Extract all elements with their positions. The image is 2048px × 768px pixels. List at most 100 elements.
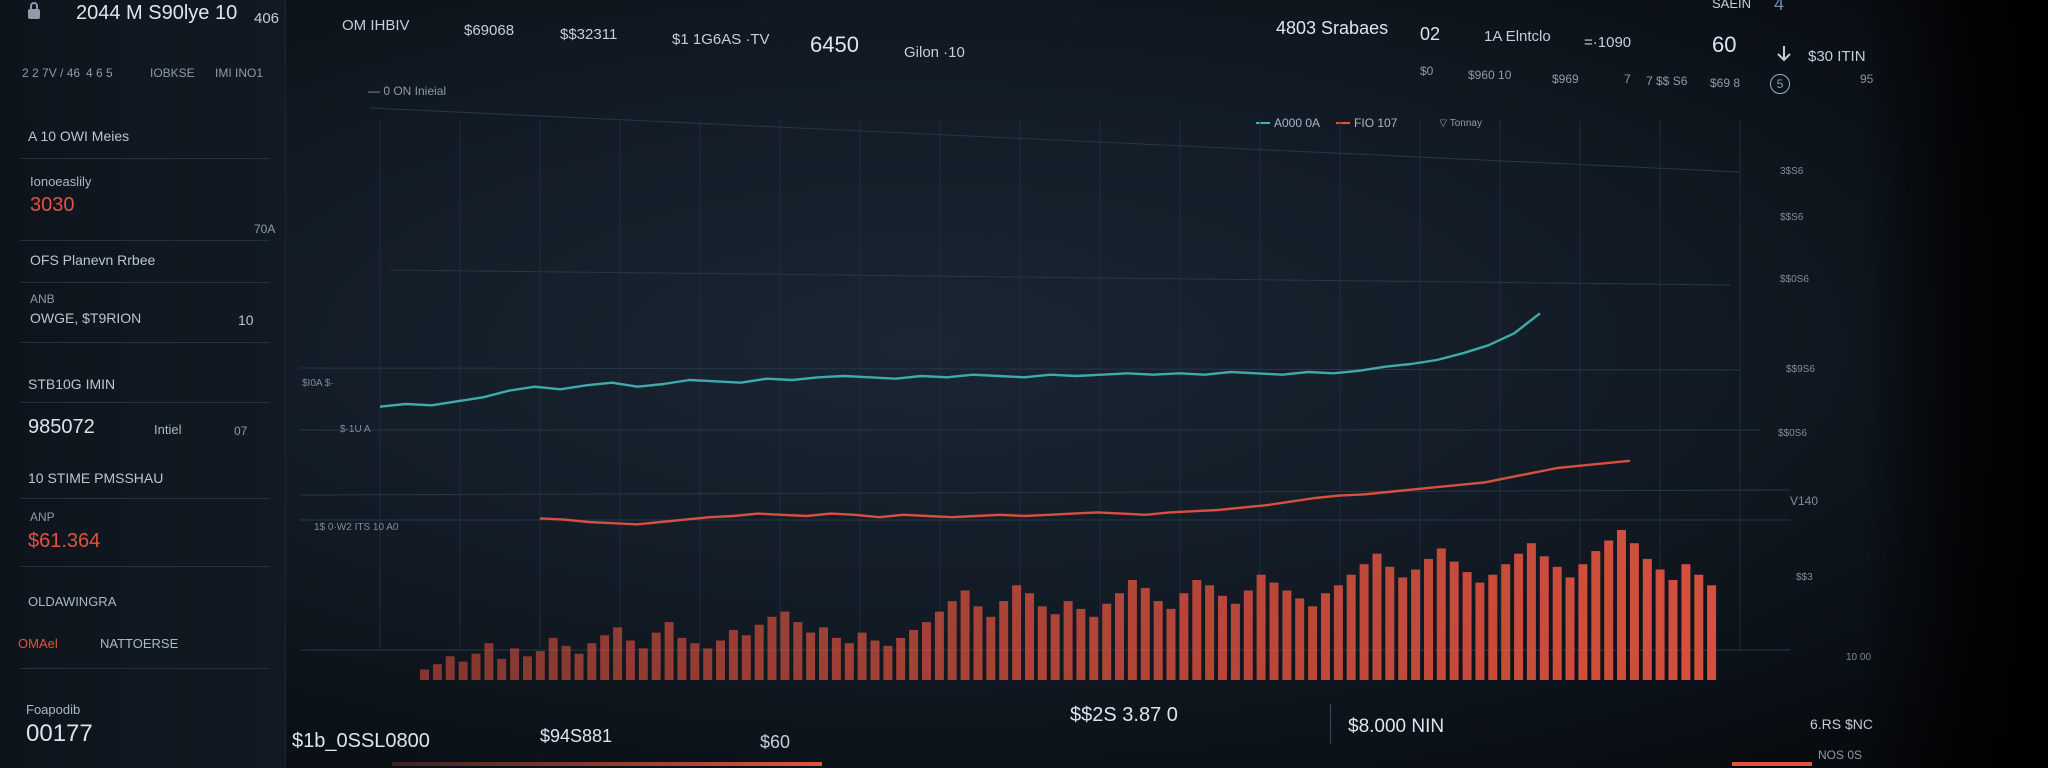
volume-bar (484, 643, 494, 680)
sub-item-3: $969 (1552, 72, 1579, 86)
volume-bar (471, 653, 481, 680)
volume-bar (831, 637, 841, 680)
price-lines (379, 312, 1631, 526)
volume-bar (1501, 564, 1511, 680)
header-item-3[interactable]: $$32311 (560, 26, 618, 43)
volume-bar (1063, 601, 1073, 680)
footer-item-3[interactable]: $60 (760, 732, 791, 752)
legend-item-3[interactable]: ▽ Tonnay (1439, 116, 1482, 130)
header-item-1[interactable]: OM IHBIV (342, 17, 410, 34)
sidebar-footer-label: Foapodib (26, 702, 81, 717)
sidebar-label-7: ANP (30, 510, 55, 524)
sidebar-label-6[interactable]: 10 STIME PMSSHAU (28, 470, 164, 486)
volume-bar (1591, 551, 1601, 680)
volume-bar (677, 637, 687, 680)
sidebar-value-3: OWGE, $T9RION (30, 310, 142, 326)
volume-bar (574, 653, 584, 680)
volume-bar (458, 661, 468, 680)
volume-bar (1655, 569, 1665, 680)
header-right-6[interactable]: $30 ITIN (1808, 48, 1866, 65)
volume-bar (1578, 564, 1588, 680)
volume-bar (690, 643, 700, 680)
header-right-3[interactable]: 1A Elntclo (1484, 28, 1551, 45)
sidebar-value-9: NATTOERSE (100, 636, 179, 651)
header-right-4[interactable]: =·1090 (1584, 34, 1632, 51)
volume-bar (947, 601, 957, 680)
volume-bar (1308, 606, 1318, 680)
footer-accent-bar (392, 762, 822, 766)
arrow-down-icon[interactable] (1776, 44, 1792, 64)
sidebar: 2 2 7V / 46 4 6 5 IOBKSE IMI INO1 A 10 O… (0, 0, 286, 768)
volume-bar (1025, 593, 1034, 680)
volume-bar (651, 632, 661, 680)
footer-item-5[interactable]: $8.000 NIN (1348, 716, 1445, 737)
volume-bar (1333, 585, 1343, 680)
header-item-4[interactable]: $1 1G6AS ·TV (672, 31, 770, 48)
volume-bar (1604, 540, 1614, 680)
volume-bar (1668, 580, 1678, 680)
header-right-1[interactable]: 4803 Srabaes (1276, 18, 1389, 38)
footer-item-2[interactable]: $94S881 (540, 726, 613, 746)
volume-bar (909, 630, 919, 680)
volume-bar (1617, 530, 1626, 680)
header-right-2[interactable]: 02 (1420, 24, 1441, 44)
legend-label-1: A000 0A (1274, 116, 1321, 130)
footer-item-1[interactable]: $1b_0SSL0800 (292, 730, 430, 752)
volume-bar (1179, 593, 1189, 680)
volume-bar (1539, 556, 1549, 680)
volume-bar (1449, 561, 1459, 680)
volume-bar (523, 656, 532, 680)
series-line-2 (539, 459, 1631, 526)
sidebar-value-5: 985072 (28, 416, 95, 438)
sidebar-aside-5: 07 (234, 424, 248, 438)
volume-bar (1089, 616, 1099, 680)
sidebar-value-1: 3030 (30, 194, 75, 216)
volume-bar (780, 611, 790, 680)
header-item-6[interactable]: Gilon ·10 (904, 44, 965, 61)
legend-item-2[interactable]: FIO 107 (1336, 116, 1397, 130)
sidebar-label-3: ANB (30, 292, 55, 306)
sidebar-label-8[interactable]: OLDAWINGRA (28, 594, 117, 609)
grid-h-line (369, 107, 1741, 173)
volume-bar (1321, 593, 1330, 680)
volume-bar (600, 635, 610, 680)
volume-bar (1372, 553, 1382, 680)
volume-bar (1166, 608, 1176, 680)
volume-bar (728, 630, 738, 680)
volume-bar (1424, 558, 1433, 680)
volume-bar (1037, 606, 1047, 680)
volume-bar (1076, 608, 1086, 680)
y-label-right-4: $$9S6 (1786, 364, 1815, 375)
volume-bar (1475, 582, 1485, 680)
sidebar-aside-3: 10 (238, 312, 254, 328)
volume-bar (1526, 543, 1536, 680)
header-item-2[interactable]: $69068 (464, 22, 515, 39)
lock-icon[interactable] (26, 2, 42, 20)
y-label-left-1: $I0A $· (302, 378, 334, 389)
grid-h-line (299, 489, 1791, 496)
footer-accent-bar-2 (1732, 762, 1812, 766)
legend-item-1[interactable]: A000 0A (1256, 116, 1320, 130)
footer-item-4[interactable]: $$2S 3.87 0 (1070, 704, 1178, 726)
sidebar-label-1: Ionoeaslily (30, 174, 92, 189)
y-label-right-7: $$3 (1796, 572, 1813, 583)
volume-bar (883, 645, 893, 680)
sidebar-label-2[interactable]: OFS Planevn Rrbee (30, 252, 156, 268)
volume-bar (1102, 603, 1112, 680)
volume-bar (793, 622, 803, 680)
sub-item-7[interactable]: 5 (1770, 74, 1790, 94)
volume-bar (896, 637, 906, 680)
volume-bar (716, 640, 725, 680)
sidebar-label-4[interactable]: STB10G IMIN (28, 376, 116, 392)
volume-bar (973, 606, 983, 680)
volume-bar (1282, 590, 1292, 680)
volume-bar (445, 656, 455, 680)
volume-bar (1514, 553, 1524, 680)
footer-item-6[interactable]: 6.RS $NC (1810, 716, 1874, 732)
volume-bar (587, 643, 597, 680)
header-right-5[interactable]: 60 (1712, 32, 1737, 57)
header-item-5[interactable]: 6450 (810, 32, 859, 57)
volume-bar (1488, 574, 1498, 680)
sub-item-2: $960 10 (1468, 68, 1512, 82)
